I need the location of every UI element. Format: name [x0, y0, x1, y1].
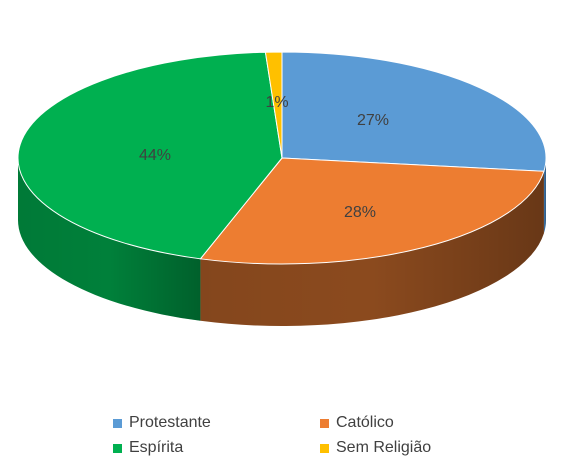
pie-side-layer	[18, 158, 546, 326]
legend-swatch-catolico	[320, 418, 329, 428]
data-label-protestante: 27%	[357, 112, 389, 129]
legend-swatch-protestante	[113, 418, 122, 428]
pie-slice-sem-religiao[interactable]	[264, 51, 283, 159]
legend-label-protestante: Protestante	[129, 414, 211, 431]
data-label-catolico: 28%	[344, 204, 376, 221]
data-label-sem-religiao: 1%	[265, 94, 288, 111]
legend-item-espirita[interactable]: Espírita	[113, 437, 183, 459]
legend-item-protestante[interactable]: Protestante	[113, 412, 211, 434]
legend-label-sem-religiao: Sem Religião	[336, 439, 432, 456]
pie-slice-espirita[interactable]	[17, 51, 283, 260]
pie-top-layer	[17, 51, 547, 265]
data-label-espirita: 44%	[139, 147, 171, 164]
legend-label-catolico: Católico	[336, 414, 394, 431]
legend-item-catolico[interactable]: Católico	[320, 412, 394, 434]
legend-label-espirita: Espírita	[129, 439, 184, 456]
pie-label-layer: 27% 28% 44% 1%	[139, 94, 389, 221]
pie-side-shade-protestante	[543, 158, 546, 234]
pie-side-shade-espirita	[18, 158, 201, 321]
legend-swatch-espirita	[113, 443, 122, 453]
legend-swatch-sem-religiao	[320, 443, 329, 453]
pie-side-shade-catolico	[200, 171, 544, 326]
pie-slice-catolico[interactable]	[199, 157, 545, 265]
pie-slice-protestante[interactable]	[281, 51, 547, 172]
legend-item-sem-religiao[interactable]: Sem Religião	[320, 437, 431, 459]
